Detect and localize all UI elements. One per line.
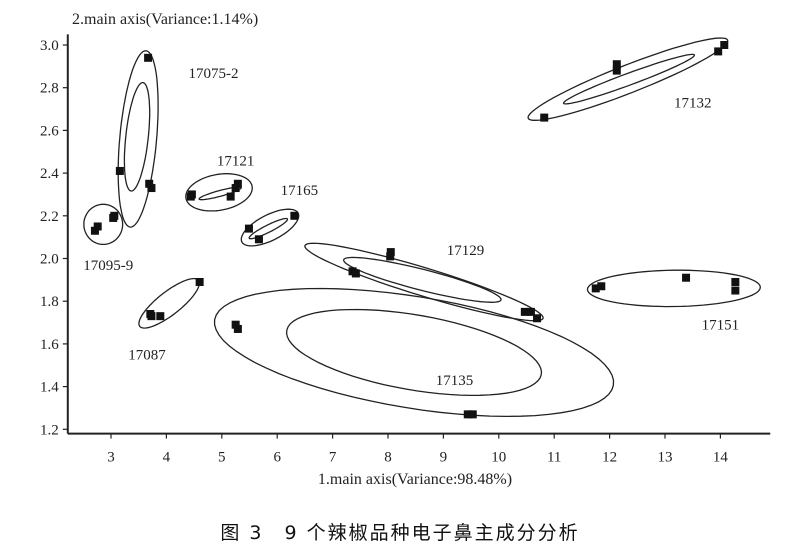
data-point	[233, 179, 242, 188]
series-17075-2: 17075-2	[115, 50, 238, 228]
confidence-ellipse	[117, 50, 159, 228]
y-tick-label: 1.6	[40, 337, 59, 353]
data-point	[187, 190, 196, 199]
confidence-ellipse	[285, 308, 543, 397]
series-17135: 17135	[213, 287, 615, 419]
confidence-ellipse	[343, 256, 502, 303]
data-point	[731, 277, 740, 286]
x-tick-label: 7	[329, 450, 337, 466]
series-17132: 17132	[527, 37, 729, 122]
confidence-ellipse	[123, 81, 151, 192]
confidence-ellipse	[240, 208, 300, 247]
data-point	[144, 53, 153, 62]
series-17095-9: 17095-9	[83, 203, 133, 274]
series-17165: 17165	[240, 183, 319, 247]
x-tick-label: 4	[163, 450, 171, 466]
series-label: 17165	[281, 183, 319, 199]
data-point	[231, 320, 240, 329]
data-point	[290, 211, 299, 220]
data-point	[612, 60, 621, 69]
data-point	[147, 184, 156, 193]
data-point	[195, 277, 204, 286]
data-point	[233, 324, 242, 333]
y-tick-label: 2.2	[40, 209, 59, 225]
x-tick-label: 5	[218, 450, 226, 466]
series-label: 17075-2	[188, 66, 238, 82]
data-point	[612, 66, 621, 75]
data-point	[351, 269, 360, 278]
data-point	[386, 248, 395, 257]
series-label: 17121	[217, 153, 255, 169]
data-point	[226, 192, 235, 201]
data-point	[93, 222, 102, 231]
x-axis-title: 1.main axis(Variance:98.48%)	[318, 471, 512, 488]
confidence-ellipse	[248, 217, 289, 240]
data-point	[231, 184, 240, 193]
confidence-ellipse	[527, 37, 729, 121]
confidence-ellipse	[83, 203, 124, 246]
data-point	[90, 226, 99, 235]
data-point	[468, 410, 477, 419]
confidence-ellipse	[213, 287, 615, 418]
confidence-ellipse	[138, 277, 201, 329]
series-label: 17095-9	[83, 258, 133, 274]
data-point	[115, 166, 124, 175]
series-17129: 17129	[304, 242, 544, 323]
series-17087: 17087	[128, 277, 204, 364]
y-tick-label: 1.4	[40, 380, 59, 396]
data-point	[540, 113, 549, 122]
series-17121: 17121	[185, 153, 255, 212]
confidence-ellipse	[304, 242, 544, 322]
series-label: 17132	[674, 96, 712, 112]
data-point	[533, 314, 542, 323]
x-tick-label: 13	[658, 450, 673, 466]
y-tick-label: 2.6	[40, 123, 59, 139]
data-point	[145, 179, 154, 188]
data-point	[156, 312, 165, 321]
confidence-ellipse	[586, 269, 761, 308]
data-point	[463, 410, 472, 419]
data-point	[682, 273, 691, 282]
series-label: 17129	[447, 243, 485, 259]
y-tick-label: 2.8	[40, 81, 59, 97]
data-point	[147, 312, 156, 321]
confidence-ellipse	[185, 173, 253, 212]
y-axis-title: 2.main axis(Variance:1.14%)	[72, 11, 258, 28]
y-tick-label: 3.0	[40, 38, 59, 54]
data-point	[520, 307, 529, 316]
data-point	[731, 286, 740, 295]
data-point	[597, 282, 606, 291]
y-tick-label: 2.4	[40, 166, 59, 182]
data-point	[526, 307, 535, 316]
y-tick-label: 1.8	[40, 294, 59, 310]
data-point	[386, 252, 395, 261]
series-label: 17135	[436, 373, 474, 389]
x-tick-label: 8	[384, 450, 392, 466]
series-label: 17087	[128, 348, 166, 364]
y-tick-label: 2.0	[40, 252, 59, 268]
x-tick-label: 14	[713, 450, 729, 466]
x-tick-label: 9	[440, 450, 448, 466]
pca-scatter-chart: 2.main axis(Variance:1.14%) 1.main axis(…	[40, 11, 771, 488]
confidence-ellipse	[562, 53, 696, 105]
y-tick-label: 1.2	[40, 422, 59, 438]
x-tick-label: 11	[547, 450, 561, 466]
data-point	[591, 284, 600, 293]
data-point	[720, 41, 729, 49]
series-label: 17151	[702, 318, 740, 334]
figure-caption: 图 3 9 个辣椒品种电子鼻主成分分析	[220, 522, 580, 544]
data-point	[244, 224, 253, 233]
x-tick-label: 12	[602, 450, 617, 466]
x-tick-label: 10	[491, 450, 506, 466]
data-point	[110, 211, 119, 220]
x-tick-label: 3	[107, 450, 115, 466]
x-tick-label: 6	[273, 450, 281, 466]
series-17151: 17151	[586, 269, 761, 334]
data-point	[254, 235, 263, 244]
data-point	[714, 47, 723, 56]
